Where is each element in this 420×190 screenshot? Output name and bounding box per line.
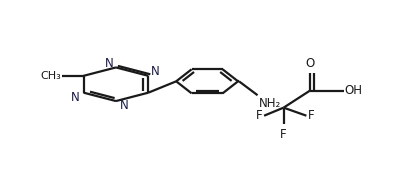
Text: OH: OH	[345, 84, 363, 97]
Text: F: F	[280, 128, 287, 141]
Text: F: F	[308, 109, 315, 122]
Text: F: F	[256, 109, 262, 122]
Text: CH₃: CH₃	[41, 71, 61, 81]
Text: N: N	[120, 99, 129, 112]
Text: O: O	[305, 57, 314, 70]
Text: N: N	[71, 91, 80, 104]
Text: N: N	[151, 65, 160, 78]
Text: NH₂: NH₂	[259, 97, 281, 110]
Text: N: N	[105, 57, 113, 70]
